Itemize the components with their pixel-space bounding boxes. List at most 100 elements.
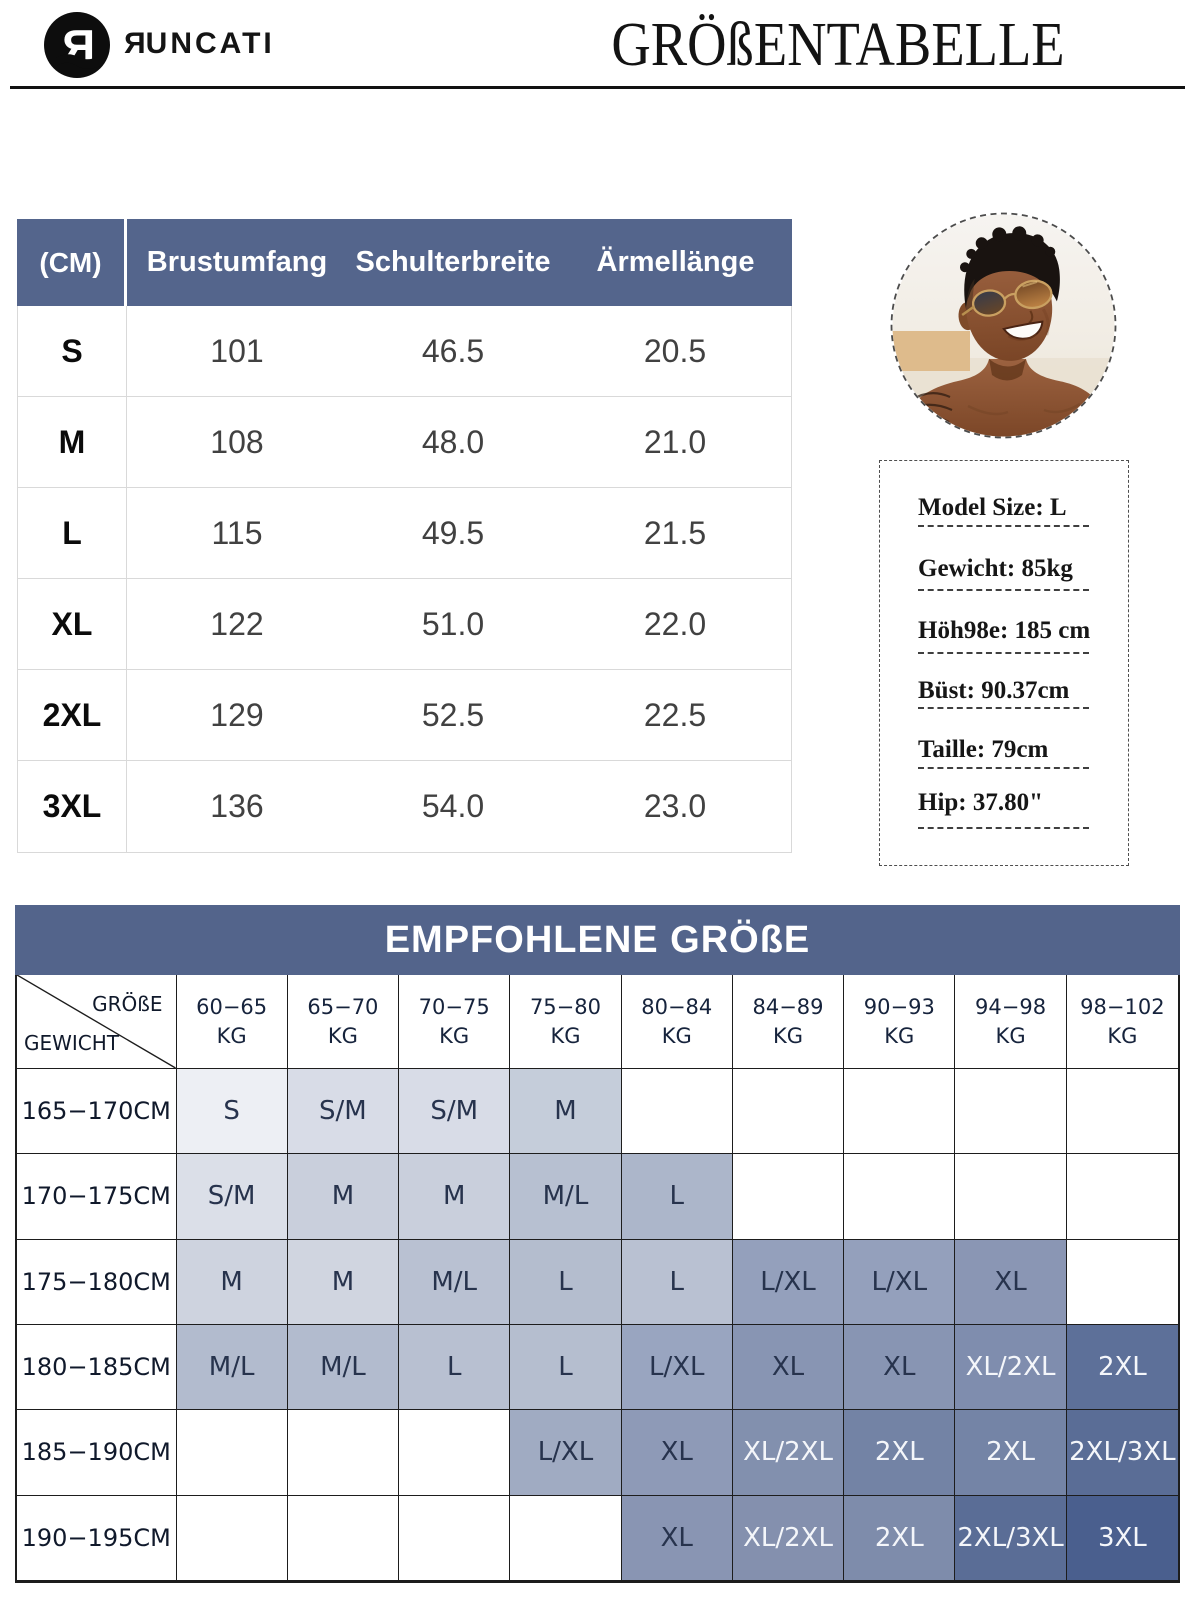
sleeve-value: 20.5 [643,332,707,369]
measurement-table: (CM) Brustumfang Schulterbreite Ärmellän… [17,219,792,853]
model-spec-underline [918,827,1089,829]
matrix-cell-r1-c3: M/L [510,1154,622,1240]
shoulder-value: 51.0 [421,605,485,642]
matrix-cell-r2-c6: L/XL [844,1239,956,1325]
matrix-cell-r2-c3: L [510,1239,622,1325]
measurement-row-3XL: 3XL 136 54.0 23.0 [18,761,791,852]
matrix-cell-r1-c2: M [399,1154,511,1240]
height-label-1: 170−175CM [17,1154,177,1240]
matrix-cell-r1-c8 [1066,1154,1178,1240]
model-spec-underline [918,589,1089,591]
matrix-cell-r5-c1 [287,1495,400,1581]
model-spec-2: Höh98e: 185 cm [918,617,1091,644]
matrix-cell-r5-c6: 2XL [844,1495,956,1581]
brand-logo-icon: R [44,12,110,78]
matrix-cell-r0-c7 [955,1069,1067,1155]
model-spec-4: Taille: 79cm [918,736,1049,763]
sleeve-value: 21.0 [643,423,707,460]
matrix-cell-r4-c0 [176,1410,288,1496]
shoulder-value: 52.5 [421,696,485,733]
model-spec-5: Hip: 37.80" [918,789,1043,816]
matrix-cell-r2-c8 [1066,1240,1178,1325]
sleeve-value: 22.5 [643,696,707,733]
shoulder-value: 46.5 [421,332,485,369]
measurement-row-XL: XL 122 51.0 22.0 [18,579,791,670]
size-label: 3XL [18,761,127,852]
matrix-cell-r0-c6 [844,1069,956,1155]
matrix-cell-r0-c2: S/M [399,1069,511,1155]
matrix-cell-r4-c2 [399,1410,511,1496]
weight-header-1: 65−70 KG [287,975,400,1069]
matrix-cell-r4-c3: L/XL [510,1410,622,1496]
column-header-shoulder: Schulterbreite [355,246,551,278]
matrix-cell-r3-c7: XL/2XL [955,1325,1067,1411]
measurement-row-M: M 108 48.0 21.0 [18,397,791,488]
recommendation-matrix: GRÖßE GEWICHT 60−65 KG 65−70 KG 70−75 KG 75−80 KG… [15,975,1180,1583]
height-label-0: 165−170CM [17,1069,177,1155]
weight-header-8: 98−102 KG [1066,975,1178,1069]
weight-header-3: 75−80 KG [510,975,622,1069]
model-spec-3: Büst: 90.37cm [918,677,1070,704]
chest-value: 115 [211,514,263,551]
weight-header-5: 84−89 KG [732,975,845,1069]
shoulder-value: 54.0 [421,788,485,824]
matrix-cell-r2-c1: M [287,1239,400,1325]
matrix-cell-r5-c8: 3XL [1066,1495,1178,1581]
chest-value: 136 [210,788,264,824]
matrix-cell-r3-c3: L [510,1325,622,1411]
weight-header-0: 60−65 KG [176,975,288,1069]
corner-weight-label: GEWICHT [24,1031,120,1055]
matrix-cell-r4-c7: 2XL [955,1410,1067,1496]
matrix-cell-r1-c5 [732,1154,845,1240]
model-spec-underline [918,652,1089,654]
chest-value: 122 [210,605,264,642]
matrix-cell-r5-c0 [176,1495,288,1581]
model-spec-underline [918,525,1089,527]
matrix-cell-r1-c7 [955,1154,1067,1240]
height-label-5: 190−195CM [17,1495,177,1581]
matrix-cell-r2-c4: L [621,1239,733,1325]
beach-wall [892,331,970,371]
matrix-cell-r2-c5: L/XL [732,1239,845,1325]
size-label: S [18,306,127,396]
matrix-cell-r3-c5: XL [732,1325,845,1411]
model-spec-underline [918,767,1089,769]
model-photo [890,212,1117,439]
size-label: M [18,397,127,487]
recommendation-banner: EMPFOHLENE GRÖßE [15,905,1180,975]
matrix-cell-r0-c5 [732,1069,845,1155]
matrix-cell-r3-c4: L/XL [621,1325,733,1411]
matrix-cell-r5-c2 [399,1495,511,1581]
matrix-cell-r1-c1: M [287,1154,400,1240]
matrix-corner-cell: GRÖßE GEWICHT [17,975,177,1069]
weight-header-7: 94−98 KG [955,975,1067,1069]
brand-wordmark: RUNCATI [121,27,275,60]
weight-header-2: 70−75 KG [399,975,511,1069]
chest-value: 101 [210,332,264,369]
height-label-4: 185−190CM [17,1410,177,1496]
matrix-cell-r2-c0: M [176,1239,288,1325]
measurement-row-2XL: 2XL 129 52.5 22.5 [18,670,791,761]
height-label-2: 175−180CM [17,1239,177,1325]
page-title: GRÖßENTABELLE [611,11,1065,79]
sleeve-value: 22.0 [643,605,707,642]
weight-header-4: 80−84 KG [621,975,733,1069]
size-label: L [18,488,127,578]
header-divider [10,86,1185,89]
matrix-cell-r0-c4 [621,1069,733,1155]
photo-dashed-ring [890,212,1117,439]
matrix-cell-r0-c0: S [176,1069,288,1155]
matrix-cell-r3-c8: 2XL [1066,1325,1178,1411]
matrix-cell-r3-c0: M/L [176,1325,288,1411]
measurement-table-header: (CM) Brustumfang Schulterbreite Ärmellän… [17,219,792,306]
matrix-cell-r0-c8 [1066,1069,1178,1155]
corner-size-label: GRÖßE [92,992,163,1016]
matrix-cell-r3-c1: M/L [287,1325,400,1411]
matrix-cell-r5-c4: XL [621,1495,733,1581]
model-spec-underline [918,707,1089,709]
matrix-cell-r5-c5: XL/2XL [732,1495,845,1581]
matrix-cell-r4-c1 [287,1410,400,1496]
matrix-cell-r2-c2: M/L [399,1239,511,1325]
sleeve-value: 21.5 [643,514,707,551]
